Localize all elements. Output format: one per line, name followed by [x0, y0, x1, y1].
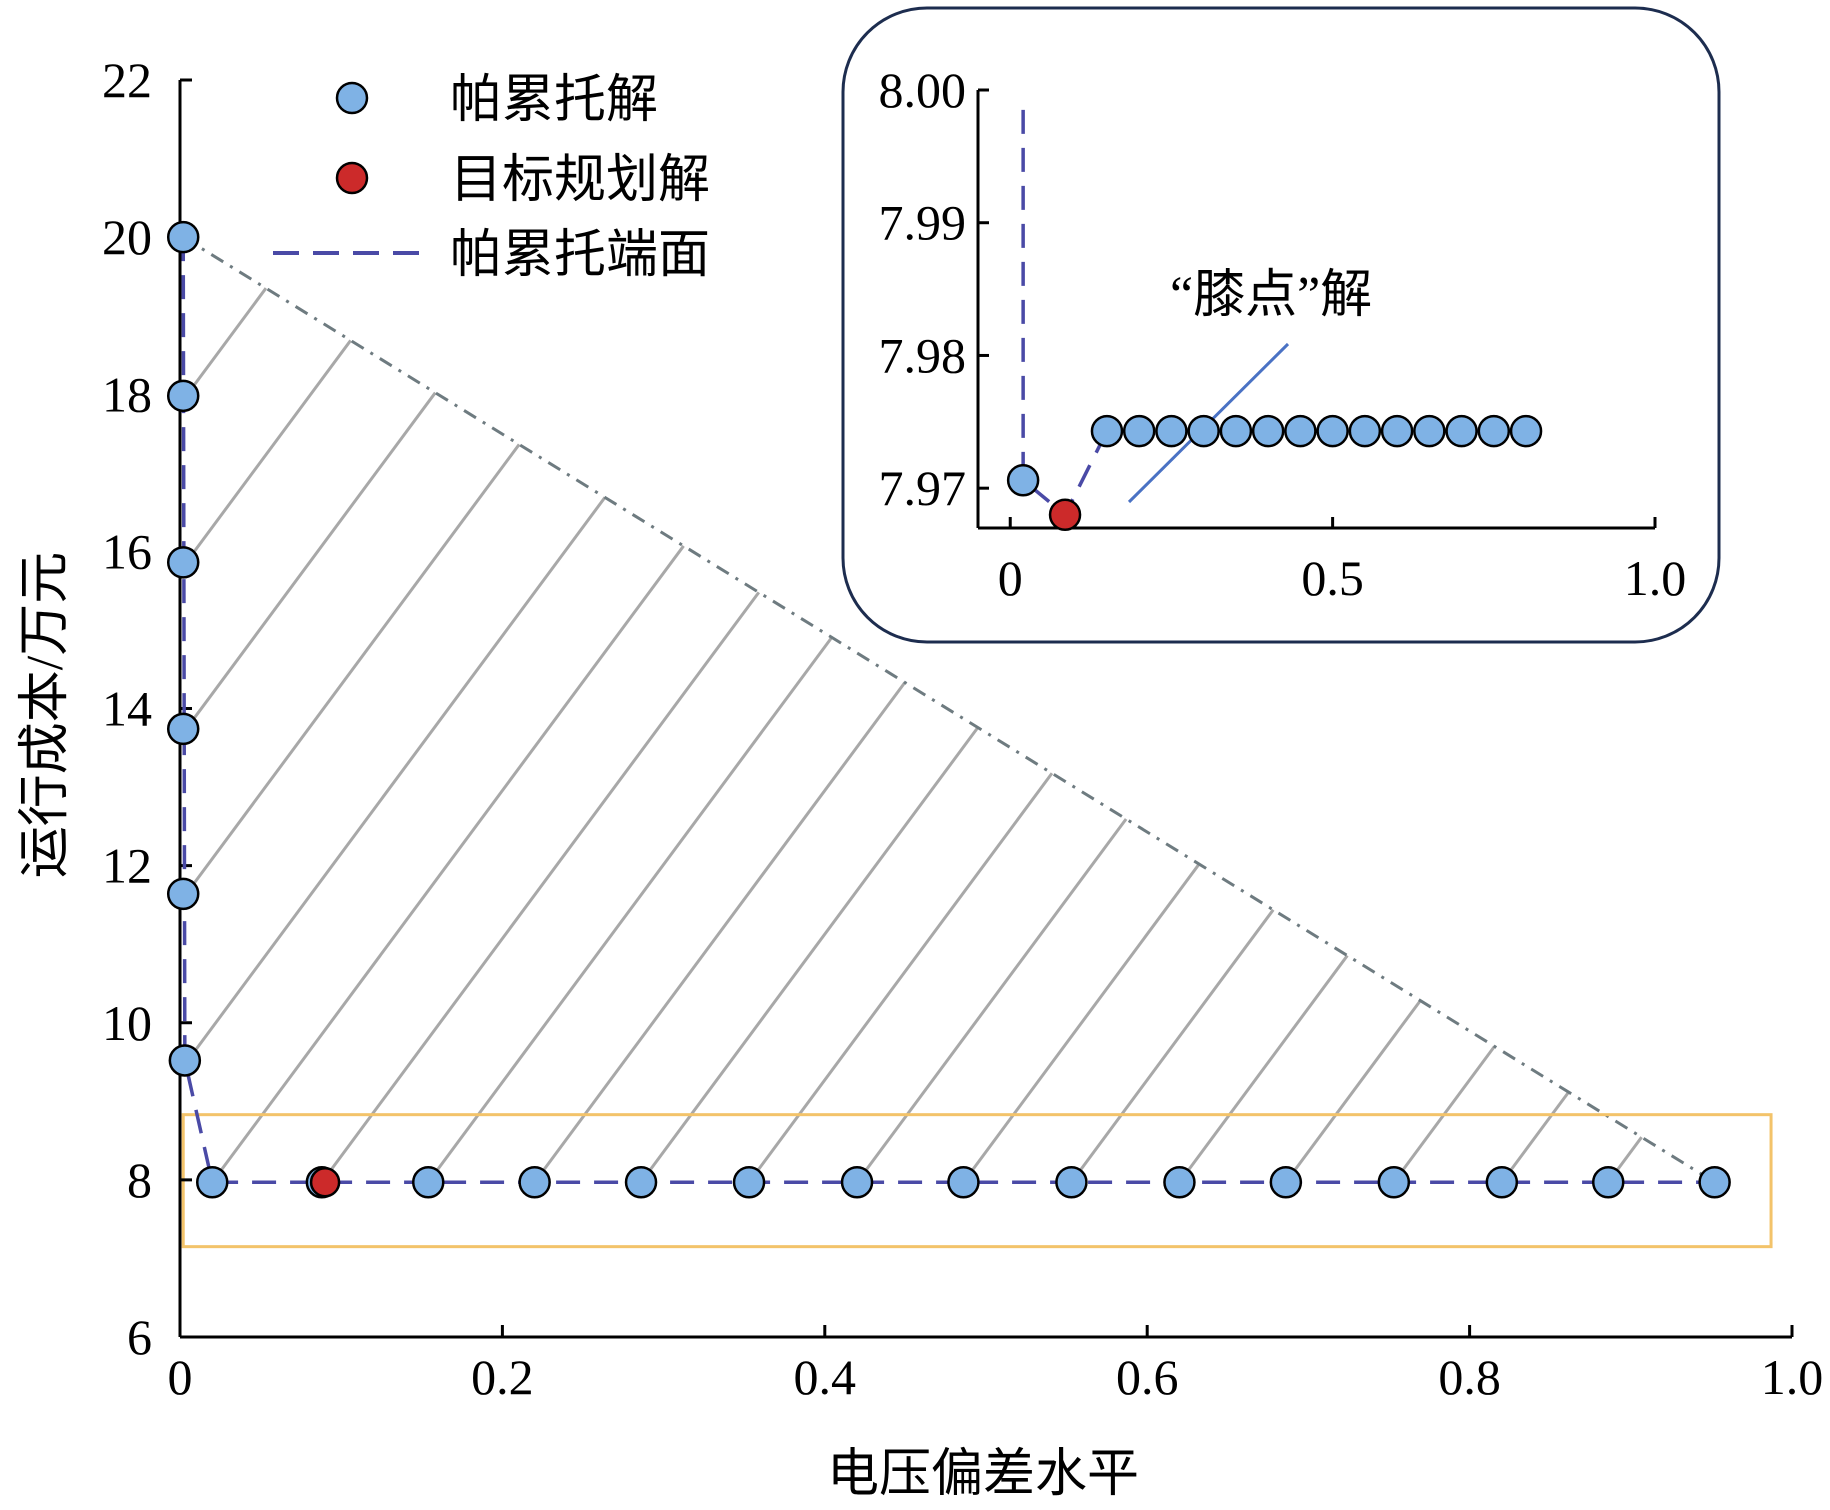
inset-y-tick-label: 8.00 — [879, 62, 967, 118]
hatch-line — [747, 772, 1054, 1184]
main-axes: 6 8 10 12 14 16 18 20 22 0 0.2 0.4 0.6 0.8 1.0 — [102, 52, 1823, 1405]
inset-pareto-point — [1477, 414, 1511, 448]
pareto-point — [1055, 1165, 1088, 1199]
inset-pareto-point — [1219, 414, 1253, 448]
pareto-point — [166, 712, 200, 746]
inset-pareto-point — [1380, 414, 1414, 448]
inset-points — [1006, 414, 1543, 531]
y-tick-label: 8 — [127, 1152, 152, 1208]
pareto-point — [1163, 1165, 1196, 1199]
legend-marker-target — [335, 161, 369, 195]
target-point — [309, 1166, 341, 1198]
hatch-line — [185, 443, 521, 895]
dominated-region-boundary — [182, 235, 1716, 1184]
inset-pareto-point — [1284, 414, 1317, 448]
x-tick-label: 0.6 — [1116, 1349, 1179, 1405]
legend-label-front: 帕累托端面 — [450, 227, 710, 284]
inset-pareto-point — [1090, 414, 1124, 448]
inset-x-tick-label: 0 — [998, 550, 1023, 606]
x-tick-label: 0.2 — [471, 1349, 534, 1405]
inset-zoom: 7.97 7.98 7.99 8.00 0 0.5 1.0 “膝点”解 — [841, 6, 1721, 644]
inset-pareto-point — [1445, 414, 1478, 448]
pareto-front-polyline — [181, 237, 1715, 1184]
pareto-point — [1698, 1165, 1731, 1199]
pareto-point — [411, 1165, 445, 1199]
pareto-point — [840, 1165, 874, 1199]
y-axis-label: 运行成本/万元 — [17, 552, 74, 878]
boundary-line — [182, 235, 1716, 1184]
hatch-line — [186, 496, 607, 1062]
x-tick-label: 1.0 — [1761, 1349, 1824, 1405]
inset-target-point — [1048, 498, 1082, 531]
hatch-line — [855, 818, 1128, 1184]
hatch-line — [1178, 954, 1349, 1184]
x-tick-label: 0 — [168, 1349, 193, 1405]
y-tick-label: 10 — [102, 995, 152, 1051]
pareto-point — [166, 546, 200, 579]
pareto-point — [1485, 1165, 1519, 1199]
x-tick-label: 0.4 — [794, 1349, 857, 1405]
inset-axes: 7.97 7.98 7.99 8.00 0 0.5 1.0 — [879, 62, 1687, 606]
pareto-point — [624, 1165, 658, 1199]
pareto-point — [195, 1165, 229, 1199]
hatch-line — [185, 339, 352, 564]
hatch-line — [427, 636, 834, 1184]
inset-x-tick-label: 1.0 — [1624, 550, 1687, 606]
hatch-line — [533, 681, 907, 1184]
legend: 帕累托解 目标规划解 帕累托端面 — [273, 72, 710, 284]
pareto-point — [518, 1165, 551, 1199]
inset-pareto-point — [1155, 414, 1188, 448]
x-tick-label: 0.8 — [1438, 1349, 1501, 1405]
x-axis-label: 电压偏差水平 — [827, 1446, 1139, 1503]
y-tick-label: 14 — [102, 681, 152, 737]
pareto-front-line — [181, 237, 1715, 1184]
inset-pareto-point — [1509, 414, 1543, 448]
y-tick-label: 6 — [127, 1309, 152, 1365]
inset-pareto-point — [1187, 414, 1220, 448]
y-tick-label: 22 — [102, 52, 152, 108]
hatch-line — [320, 591, 761, 1184]
inset-pareto-point — [1316, 414, 1349, 448]
inset-y-tick-label: 7.98 — [879, 327, 967, 383]
pareto-point — [947, 1165, 980, 1199]
hatch-line — [1070, 908, 1275, 1184]
y-tick-label: 18 — [102, 366, 152, 422]
pareto-point — [168, 1044, 202, 1077]
y-tick-label: 16 — [102, 523, 152, 579]
hatch-line — [185, 391, 437, 730]
pareto-point — [166, 877, 200, 911]
hatch-line — [211, 545, 685, 1184]
pareto-point — [1591, 1165, 1625, 1199]
hatch-line — [185, 287, 268, 397]
pareto-point — [1377, 1165, 1411, 1199]
hatch-line — [639, 726, 980, 1184]
inset-y-tick-label: 7.97 — [879, 460, 967, 516]
inset-pareto-point — [1413, 414, 1446, 448]
pareto-point — [732, 1165, 766, 1199]
hatch-line — [962, 863, 1201, 1184]
inset-pareto-point — [1122, 414, 1156, 448]
pareto-point — [166, 379, 200, 413]
legend-marker-pareto — [335, 81, 369, 115]
inset-y-tick-label: 7.99 — [879, 195, 967, 251]
inset-x-tick-label: 0.5 — [1301, 550, 1364, 606]
hatch-line — [1284, 999, 1422, 1184]
inset-pareto-point — [1006, 463, 1040, 497]
pareto-point — [1269, 1165, 1303, 1199]
hatch-line — [1500, 1091, 1570, 1184]
legend-label-pareto: 帕累托解 — [450, 72, 658, 129]
inset-frame — [841, 6, 1721, 644]
y-tick-label: 12 — [102, 838, 152, 894]
pareto-point — [166, 220, 200, 254]
legend-label-target: 目标规划解 — [450, 152, 710, 209]
y-tick-label: 20 — [102, 209, 152, 265]
knee-annotation: “膝点”解 — [1170, 267, 1372, 324]
main-points — [166, 220, 1731, 1199]
inset-pareto-point — [1348, 414, 1382, 448]
inset-pareto-point — [1251, 414, 1285, 448]
